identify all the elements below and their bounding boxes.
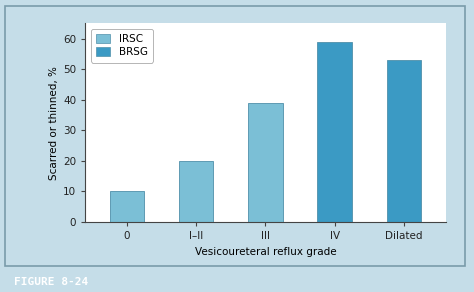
Bar: [248, 103, 283, 222]
Y-axis label: Scarred or thinned, %: Scarred or thinned, %: [49, 66, 59, 180]
Bar: [179, 161, 213, 222]
Bar: [318, 42, 352, 222]
Bar: [387, 60, 421, 222]
Bar: [109, 191, 144, 222]
Text: FIGURE 8-24: FIGURE 8-24: [14, 277, 89, 286]
X-axis label: Vesicoureteral reflux grade: Vesicoureteral reflux grade: [195, 246, 336, 256]
Legend: IRSC, BRSG: IRSC, BRSG: [91, 29, 153, 62]
